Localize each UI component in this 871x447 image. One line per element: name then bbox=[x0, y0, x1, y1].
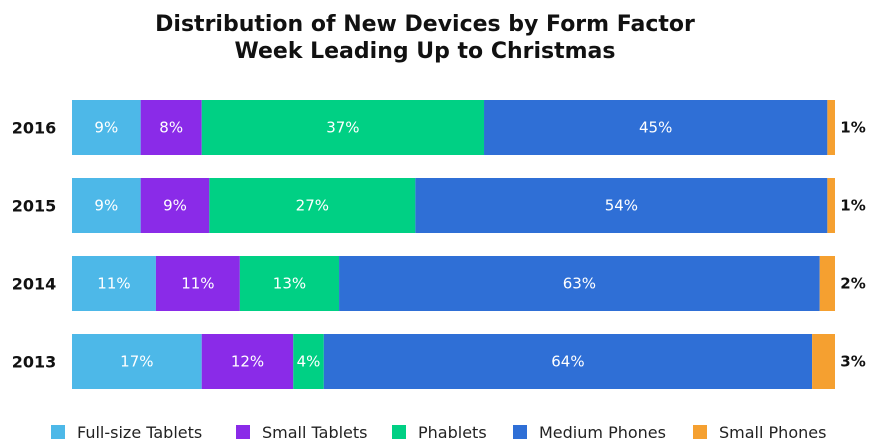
bar-segment-2014-full-size-tablets bbox=[72, 256, 156, 311]
category-label-2014: 2014 bbox=[12, 275, 57, 294]
bar-segment-2013-full-size-tablets bbox=[72, 334, 202, 389]
category-label-2015: 2015 bbox=[12, 197, 57, 216]
data-label-2016-phablets: 37% bbox=[326, 119, 359, 137]
data-label-2013-medium-phones: 64% bbox=[551, 353, 584, 371]
bar-segment-2016-small-phones bbox=[827, 100, 835, 155]
data-label-2016-small-tablets: 8% bbox=[159, 119, 183, 137]
data-label-2013-small-tablets: 12% bbox=[231, 353, 264, 371]
bar-segment-2013-phablets bbox=[293, 334, 324, 389]
legend: Full-size Tablets Small Tablets Phablets Me… bbox=[51, 423, 826, 442]
bar-segment-2016-phablets bbox=[201, 100, 485, 155]
bar-segment-2013-small-tablets bbox=[201, 334, 294, 389]
data-label-2013-full-size-tablets: 17% bbox=[120, 353, 153, 371]
data-label-2014-phablets: 13% bbox=[273, 275, 306, 293]
bar-segment-2016-medium-phones bbox=[484, 100, 828, 155]
legend-label-phablets: Phablets bbox=[418, 423, 487, 442]
data-label-2015-small-tablets: 9% bbox=[163, 197, 187, 215]
bar-segment-2015-medium-phones bbox=[415, 178, 828, 233]
data-label-2014-full-size-tablets: 11% bbox=[97, 275, 130, 293]
category-label-2016: 2016 bbox=[12, 119, 57, 138]
data-label-2015-phablets: 27% bbox=[296, 197, 329, 215]
data-label-2016-medium-phones: 45% bbox=[639, 119, 672, 137]
bar-segment-2014-small-phones bbox=[819, 256, 835, 311]
legend-swatch-full-size-tablets bbox=[51, 425, 65, 439]
data-label-2015-full-size-tablets: 9% bbox=[94, 197, 118, 215]
data-label-2016-small-phones: 1% bbox=[840, 119, 865, 137]
data-label-2015-small-phones: 1% bbox=[840, 197, 865, 215]
bar-segment-2013-small-phones bbox=[812, 334, 835, 389]
legend-swatch-small-phones bbox=[693, 425, 707, 439]
data-label-2014-medium-phones: 63% bbox=[563, 275, 596, 293]
data-label-2014-small-tablets: 11% bbox=[181, 275, 214, 293]
category-label-2013: 2013 bbox=[12, 353, 57, 372]
bar-segment-2014-small-tablets bbox=[155, 256, 240, 311]
bar-segment-2016-full-size-tablets bbox=[72, 100, 141, 155]
data-label-2015-medium-phones: 54% bbox=[605, 197, 638, 215]
legend-swatch-small-tablets bbox=[236, 425, 250, 439]
legend-swatch-medium-phones bbox=[513, 425, 527, 439]
bars-group: 2016 9% 8% 37% 45% 1% 2015 9% 9% 27% 54% 1% 2014 11% 1… bbox=[12, 100, 866, 389]
bar-segment-2013-medium-phones bbox=[323, 334, 813, 389]
chart-subtitle: Week Leading Up to Christmas bbox=[235, 39, 616, 64]
bar-segment-2014-medium-phones bbox=[339, 256, 820, 311]
legend-label-full-size-tablets: Full-size Tablets bbox=[77, 423, 202, 442]
data-label-2013-small-phones: 3% bbox=[840, 353, 865, 371]
bar-segment-2015-small-phones bbox=[827, 178, 835, 233]
legend-swatch-phablets bbox=[392, 425, 406, 439]
chart-title: Distribution of New Devices by Form Fact… bbox=[155, 12, 695, 37]
bar-segment-2016-small-tablets bbox=[140, 100, 202, 155]
legend-label-medium-phones: Medium Phones bbox=[539, 423, 666, 442]
data-label-2014-small-phones: 2% bbox=[840, 275, 865, 293]
bar-segment-2015-full-size-tablets bbox=[72, 178, 141, 233]
bar-segment-2015-small-tablets bbox=[140, 178, 210, 233]
bar-segment-2015-phablets bbox=[209, 178, 416, 233]
legend-label-small-phones: Small Phones bbox=[719, 423, 826, 442]
bar-segment-2014-phablets bbox=[239, 256, 340, 311]
data-label-2013-phablets: 4% bbox=[297, 353, 321, 371]
data-label-2016-full-size-tablets: 9% bbox=[94, 119, 118, 137]
legend-label-small-tablets: Small Tablets bbox=[262, 423, 368, 442]
